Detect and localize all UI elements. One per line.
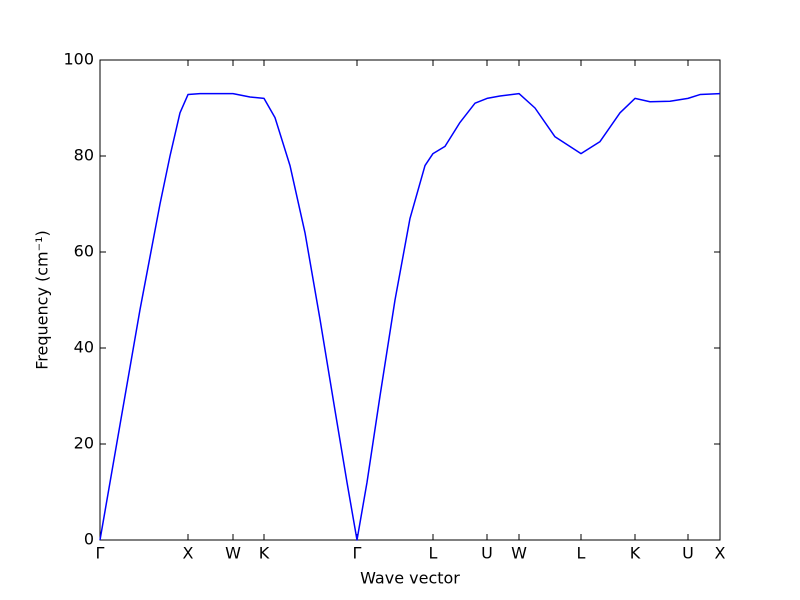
x-tick-label: W [511,544,527,563]
x-tick-label: K [259,544,270,563]
x-tick-label: X [183,544,194,563]
y-tick-label: 60 [74,242,94,261]
x-tick-label: Γ [353,544,362,563]
y-tick-label: 100 [63,50,94,69]
x-tick-label: U [682,544,694,563]
x-tick-label: K [630,544,641,563]
y-tick-label: 0 [84,530,94,549]
x-tick-label: L [577,544,586,563]
x-axis-label: Wave vector [360,569,460,588]
x-tick-label: L [429,544,438,563]
x-tick-label: W [225,544,241,563]
x-tick-label: U [481,544,493,563]
plot-frame [99,59,721,541]
y-axis-label: Frequency (cm⁻¹) [33,230,52,369]
y-tick-label: 20 [74,434,94,453]
series-line [99,92,721,541]
y-tick-label: 40 [74,338,94,357]
y-tick-label: 80 [74,146,94,165]
x-tick-label: Γ [96,544,105,563]
x-tick-label: X [715,544,726,563]
